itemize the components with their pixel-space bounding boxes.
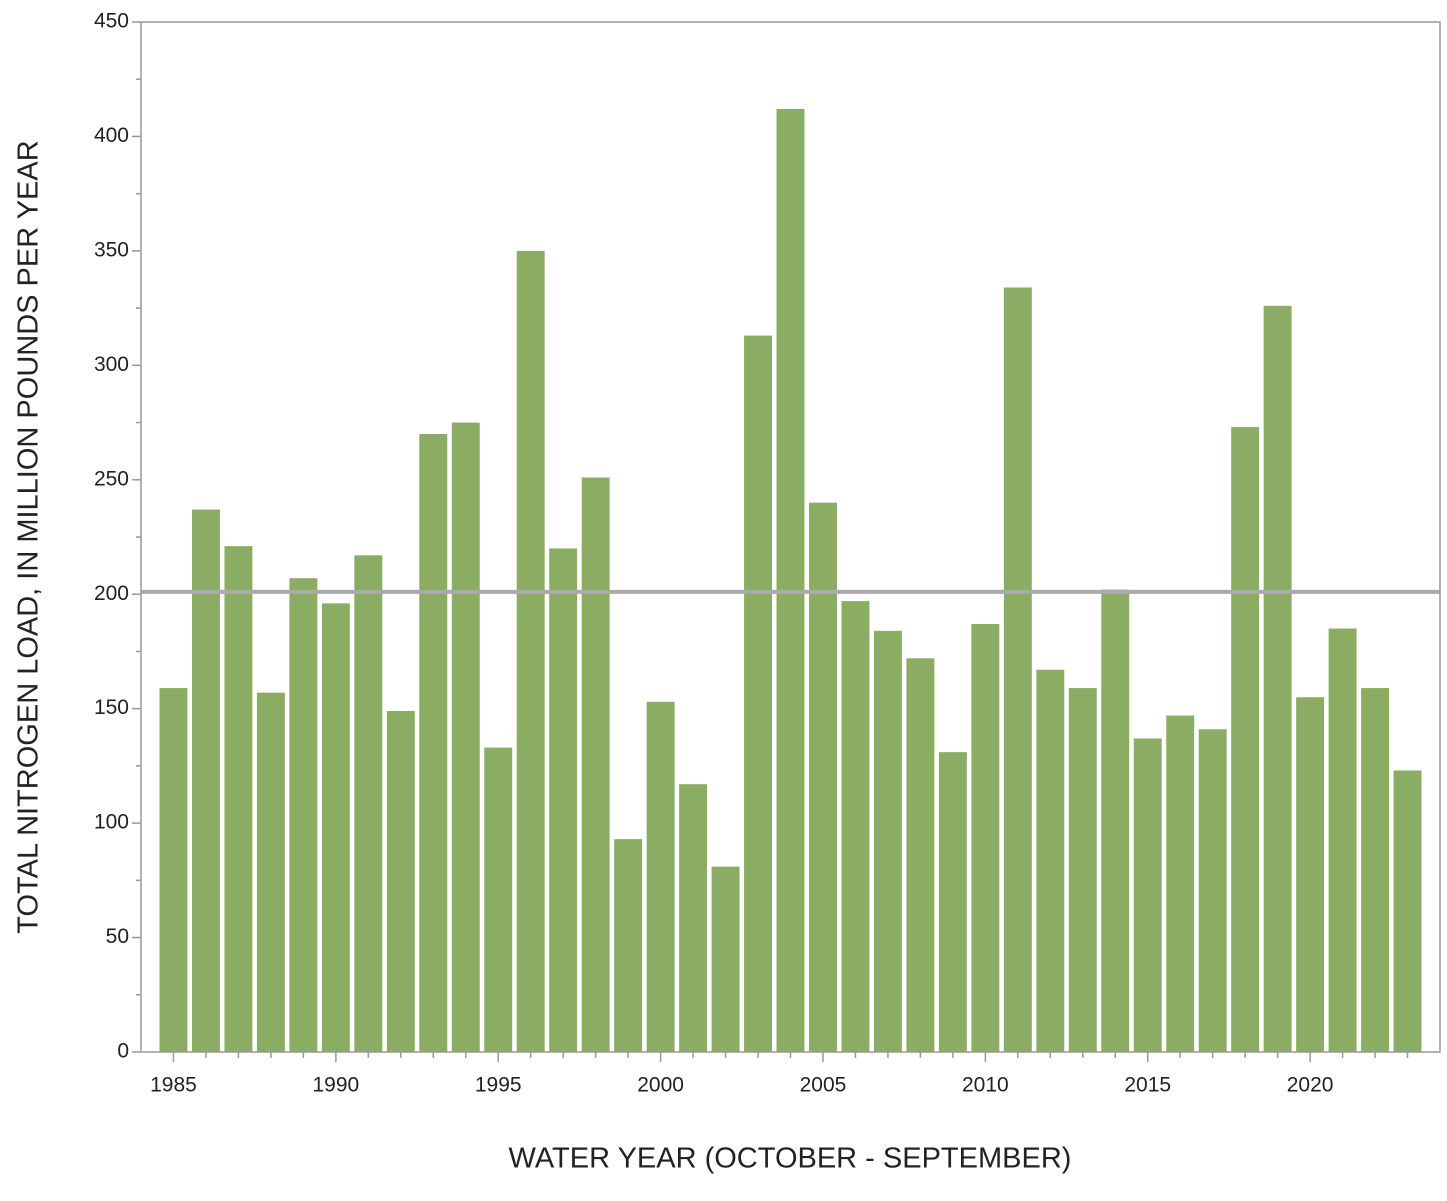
- bar: [1328, 628, 1357, 1052]
- x-tick-label: 1990: [312, 1074, 359, 1097]
- bar: [1166, 715, 1195, 1052]
- x-tick-label: 2005: [800, 1074, 847, 1097]
- bar: [159, 688, 188, 1052]
- bar: [516, 250, 545, 1052]
- bar: [354, 555, 383, 1052]
- bar: [1393, 770, 1422, 1052]
- y-tick-label: 300: [94, 353, 129, 376]
- y-tick-label: 350: [94, 238, 129, 261]
- bar: [386, 710, 415, 1052]
- y-tick-label: 0: [117, 1040, 129, 1063]
- x-tick-label: 1985: [150, 1074, 197, 1097]
- bar: [1133, 738, 1162, 1052]
- y-tick-label: 100: [94, 811, 129, 834]
- bar: [938, 752, 967, 1052]
- x-tick-label: 2015: [1124, 1074, 1171, 1097]
- y-tick-label: 50: [106, 925, 129, 948]
- bar: [1198, 729, 1227, 1052]
- bar: [321, 603, 350, 1052]
- bar: [646, 701, 675, 1052]
- bar: [744, 335, 772, 1053]
- bar: [1263, 305, 1292, 1052]
- bar: [1231, 427, 1260, 1053]
- bar: [419, 434, 448, 1052]
- bar: [1296, 697, 1325, 1052]
- bar: [1361, 688, 1390, 1052]
- bar: [776, 108, 805, 1052]
- y-tick-label: 450: [94, 10, 129, 33]
- bar: [484, 747, 513, 1052]
- y-tick-label: 250: [94, 467, 129, 490]
- bar: [581, 477, 610, 1052]
- bar: [841, 601, 870, 1052]
- bar: [1101, 589, 1130, 1052]
- x-tick-label: 1995: [475, 1074, 522, 1097]
- bar: [873, 630, 902, 1052]
- bar: [549, 548, 578, 1052]
- bar: [1003, 287, 1032, 1052]
- y-tick-label: 200: [94, 582, 129, 605]
- bar: [679, 784, 708, 1052]
- bar: [289, 578, 318, 1052]
- bar: [971, 623, 1000, 1052]
- bar: [614, 839, 643, 1052]
- bar: [256, 692, 285, 1052]
- bar: [191, 509, 220, 1052]
- x-tick-label: 2020: [1287, 1074, 1334, 1097]
- y-tick-label: 400: [94, 124, 129, 147]
- x-axis-title: WATER YEAR (OCTOBER - SEPTEMBER): [509, 1143, 1072, 1175]
- bar: [451, 422, 480, 1052]
- bar: [809, 502, 837, 1053]
- bar: [1068, 688, 1097, 1052]
- bar: [906, 658, 935, 1052]
- y-axis-title: TOTAL NITROGEN LOAD, IN MILLION POUNDS P…: [13, 140, 45, 933]
- bar: [711, 866, 740, 1052]
- x-tick-label: 2010: [962, 1074, 1009, 1097]
- x-tick-label: 2000: [637, 1074, 684, 1097]
- bar: [1036, 669, 1065, 1052]
- y-tick-label: 150: [94, 696, 129, 719]
- bar: [224, 546, 253, 1052]
